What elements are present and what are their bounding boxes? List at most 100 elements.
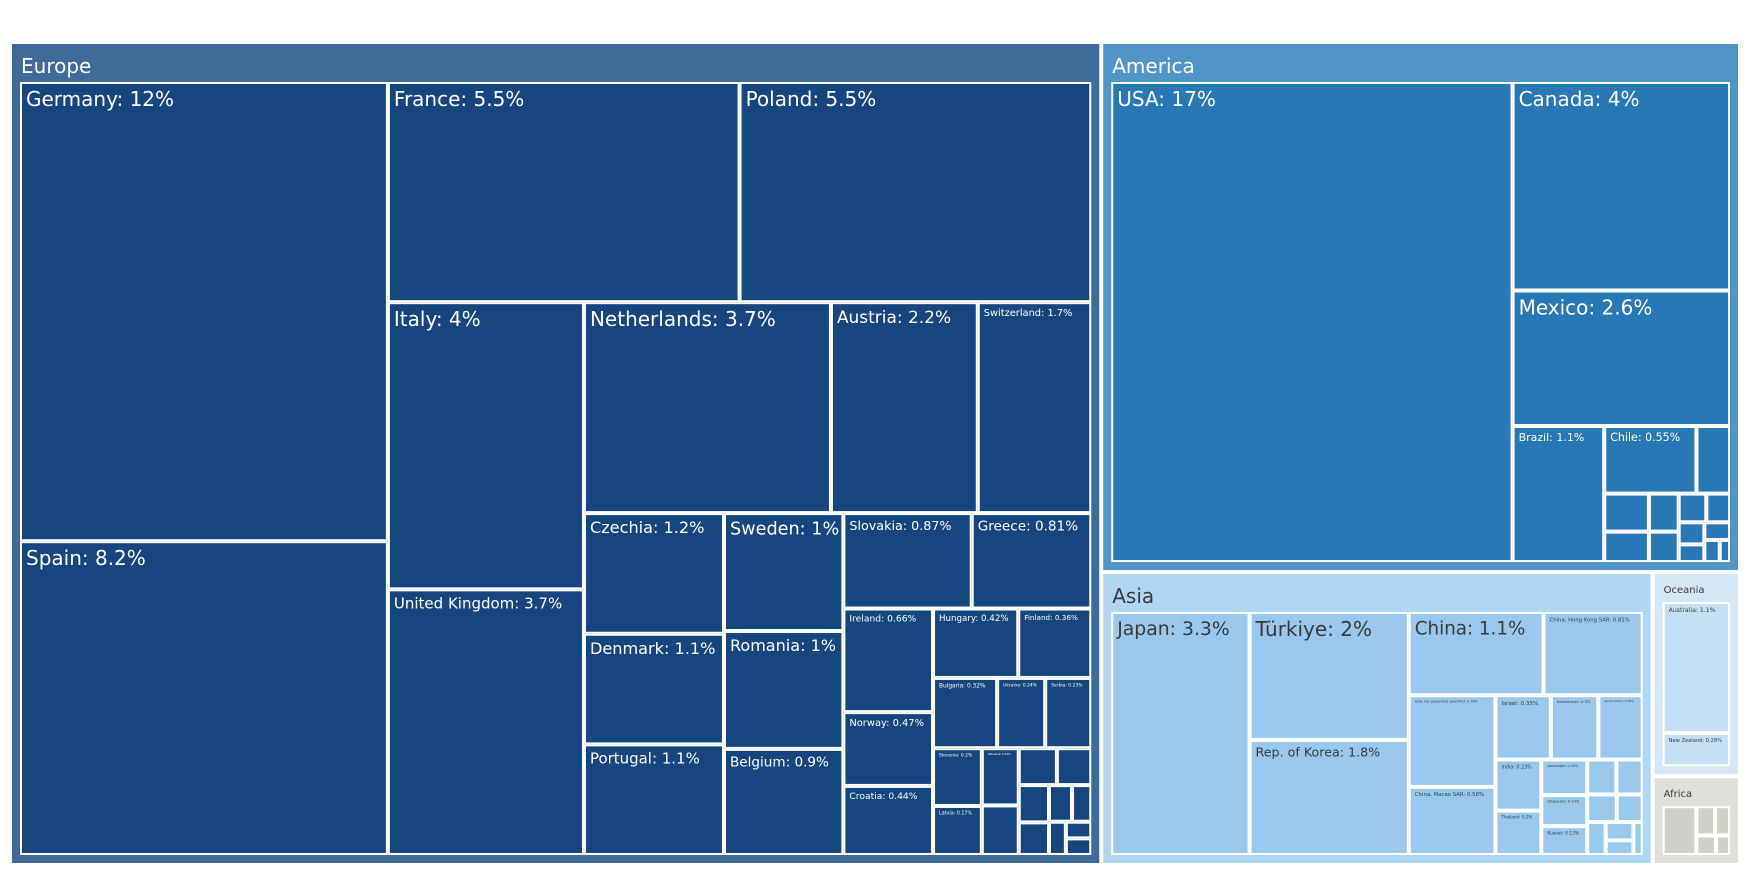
- treemap-cell: India: 0.23%: [1495, 759, 1542, 811]
- treemap-cell-box: [933, 608, 1019, 678]
- treemap-cell-label: India: 0.23%: [1501, 764, 1532, 770]
- treemap-cell: [1056, 748, 1092, 786]
- treemap-cell-box: [1605, 840, 1634, 855]
- treemap-cell: [1648, 531, 1679, 563]
- treemap-cell-label: Croatia: 0.44%: [849, 791, 917, 802]
- treemap-cell-label: Greece: 0.81%: [978, 519, 1078, 535]
- treemap-cell-box: [1065, 821, 1092, 839]
- region-asia: Asia Japan: 3.3% Türkiye: 2% Rep. of Korea:…: [1103, 574, 1651, 863]
- treemap-cell: [1704, 522, 1730, 540]
- treemap-cell-box: [723, 748, 844, 856]
- treemap-cell: Italy: 4%: [387, 302, 584, 590]
- treemap-cell-box: [1512, 82, 1730, 291]
- treemap-cell: [1662, 806, 1697, 856]
- treemap-cell-label: Thailand: 0.2%: [1500, 815, 1532, 820]
- treemap-cell-label: Germany: 12%: [26, 87, 174, 111]
- treemap-cell: Türkiye: 2%: [1249, 612, 1409, 740]
- treemap-cell: [1719, 539, 1731, 563]
- treemap-cell-label: Singapore: 0.14%: [1547, 800, 1580, 804]
- treemap-cell-label: Canada: 4%: [1519, 87, 1640, 111]
- treemap-cell: Ireland: 0.66%: [843, 608, 934, 713]
- treemap-cell: [1696, 806, 1716, 836]
- treemap-cell: [1678, 544, 1705, 563]
- treemap-cell: [1587, 821, 1606, 856]
- treemap-cell-box: [843, 513, 972, 609]
- treemap-cell: Kazakhstan: 0.3%: [1550, 695, 1599, 760]
- treemap-cell: [1065, 838, 1092, 856]
- treemap-cell-box: [723, 630, 844, 749]
- treemap-cell: [1696, 835, 1716, 855]
- treemap-cell-label: Ukraine: 0.24%: [1003, 682, 1037, 688]
- treemap-cell-box: [739, 82, 1092, 303]
- treemap-cell-box: [1550, 695, 1599, 760]
- treemap-cell-box: [1616, 794, 1643, 822]
- treemap-cell: [1065, 821, 1092, 839]
- treemap-cell-box: [933, 805, 982, 856]
- treemap-cell: [1706, 493, 1730, 523]
- treemap-cell-label: Australia: 1.1%: [1669, 607, 1716, 614]
- treemap-cell-label: Portugal: 1.1%: [590, 749, 700, 767]
- treemap-cell: Portugal: 1.1%: [583, 744, 724, 856]
- treemap-cell-box: [1249, 739, 1409, 855]
- treemap-cell: [1587, 759, 1617, 795]
- treemap-cell-box: [830, 302, 978, 514]
- treemap-cell-label: Switzerland: 1.7%: [984, 308, 1073, 319]
- treemap-cell: [1018, 822, 1049, 855]
- treemap-cell-box: [1541, 795, 1588, 827]
- treemap-regions: Europe Germany: 12% Spain: 8.2% France: 5.5…: [12, 44, 1738, 863]
- treemap-cell: Austria: 2.2%: [830, 302, 978, 514]
- treemap-cell-label: Saudi Arabia: 0.28%: [1604, 699, 1634, 703]
- treemap-cell-box: [1495, 810, 1542, 856]
- treemap-cell-box: [1715, 835, 1730, 855]
- treemap-cell-box: [1111, 82, 1513, 563]
- treemap-cell: Rep. of Korea: 1.8%: [1249, 739, 1409, 855]
- treemap-cell-box: [723, 513, 844, 631]
- treemap-cell-box: [1541, 826, 1588, 856]
- treemap-cell-label: Belgium: 0.9%: [730, 754, 829, 770]
- treemap-cell-box: [1648, 531, 1679, 563]
- treemap-cell: Singapore: 0.14%: [1541, 795, 1588, 827]
- treemap-cell: Greece: 0.81%: [971, 513, 1092, 609]
- treemap-cell-box: [1696, 426, 1730, 494]
- treemap-cell: Hungary: 0.42%: [933, 608, 1019, 678]
- treemap-cell-box: [387, 82, 740, 303]
- treemap-cell: Switzerland: 1.7%: [977, 302, 1092, 514]
- treemap-cell: [1648, 493, 1679, 532]
- treemap-cell: [1678, 493, 1707, 523]
- treemap-cell: Finland: 0.36%: [1018, 608, 1092, 678]
- treemap-cell-box: [843, 608, 934, 713]
- treemap-cell-label: Israel: 0.35%: [1501, 701, 1539, 707]
- treemap-cell-box: [1605, 821, 1634, 841]
- treemap-cell-box: [1587, 759, 1617, 795]
- treemap-cell-box: [1048, 785, 1073, 822]
- treemap-cell: Australia: 1.1%: [1662, 602, 1730, 733]
- treemap-cell-label: Italy: 4%: [394, 307, 481, 331]
- treemap-cell-label: Czechia: 1.2%: [590, 518, 705, 537]
- treemap-cell-box: [1696, 835, 1716, 855]
- treemap-cell: [1616, 759, 1643, 795]
- treemap-cell: Norway: 0.47%: [843, 712, 934, 786]
- treemap-cell-box: [1018, 785, 1049, 823]
- treemap-cell-label: Kuwait: 0.13%: [1547, 831, 1579, 837]
- treemap-cell: Japan: 3.3%: [1111, 612, 1250, 855]
- treemap-cell: [1633, 821, 1643, 856]
- treemap-cell-box: [1408, 786, 1496, 855]
- treemap-cell: [1018, 785, 1049, 823]
- treemap-cell-label: Rep. of Korea: 1.8%: [1256, 745, 1381, 760]
- treemap-cell-box: [843, 712, 934, 786]
- treemap-cell-label: Netherlands: 3.7%: [590, 307, 776, 331]
- treemap-cell-box: [1541, 759, 1588, 796]
- treemap-cell-label: France: 5.5%: [394, 87, 524, 111]
- treemap-cell-label: China, Macao SAR: 0.58%: [1415, 792, 1484, 798]
- treemap-cell-box: [1048, 821, 1066, 855]
- treemap-cell: Mexico: 2.6%: [1512, 290, 1730, 427]
- treemap-cell: [1018, 748, 1057, 786]
- treemap-cell: USA: 17%: [1111, 82, 1513, 563]
- treemap-cell-box: [971, 513, 1092, 609]
- treemap-cell: Croatia: 0.44%: [843, 785, 934, 855]
- treemap-cell: [1048, 821, 1066, 855]
- treemap-cell-box: [387, 589, 584, 855]
- treemap-cell-label: Norway: 0.47%: [849, 718, 924, 729]
- treemap-cell-label: Spain: 8.2%: [26, 546, 146, 570]
